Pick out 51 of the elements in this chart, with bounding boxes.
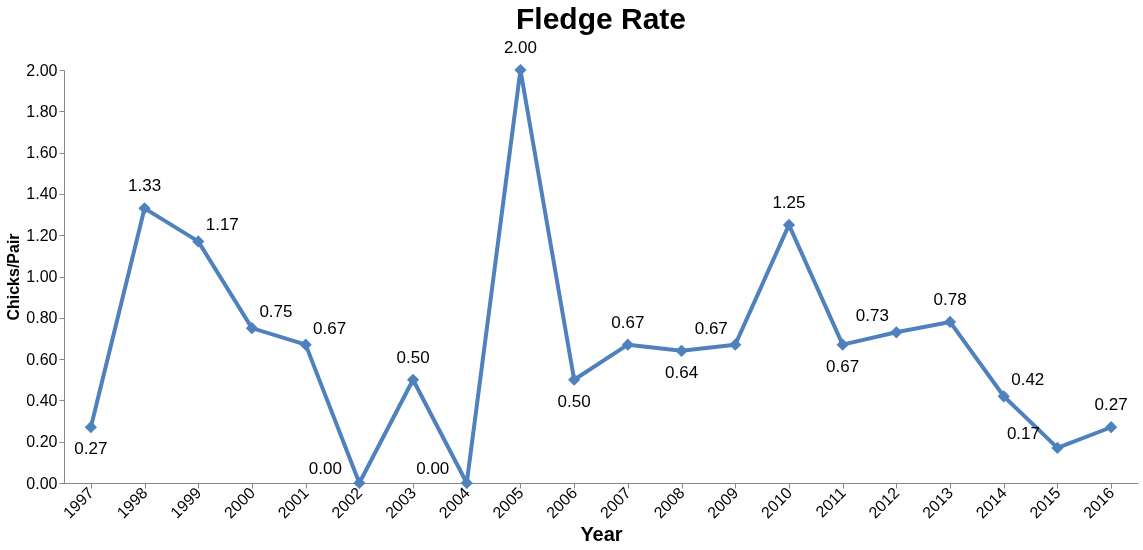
y-tick-label: 1.80 <box>26 102 58 120</box>
data-label: 0.78 <box>933 289 967 309</box>
point <box>675 344 688 357</box>
y-tick-label: 0.20 <box>26 433 58 451</box>
data-label: 0.67 <box>313 318 347 338</box>
data-label: 0.67 <box>826 356 860 376</box>
point <box>299 338 312 351</box>
data-label: 0.67 <box>694 318 728 338</box>
data-label: 1.17 <box>205 215 239 235</box>
data-label: 2.00 <box>503 38 537 57</box>
data-label: 0.27 <box>74 439 108 459</box>
data-label: 0.00 <box>308 459 342 478</box>
y-axis-title: Chicks/Pair <box>5 233 23 321</box>
y-tick-label: 2.00 <box>26 61 58 79</box>
point <box>1051 441 1064 455</box>
data-label: 0.42 <box>1011 370 1045 390</box>
y-tick-label: 0.40 <box>26 391 58 409</box>
point <box>1105 421 1118 434</box>
point <box>943 315 957 329</box>
data-label: 1.33 <box>128 176 162 196</box>
data-label: 0.75 <box>259 302 293 322</box>
data-label: 0.50 <box>396 347 430 367</box>
x-axis-title: Year <box>580 523 623 546</box>
data-label: 0.00 <box>416 459 450 478</box>
y-tick-label: 0.60 <box>26 350 58 368</box>
point <box>621 338 634 351</box>
point <box>568 373 581 386</box>
y-tick-label: 1.20 <box>26 226 58 244</box>
data-label: 0.64 <box>665 362 699 382</box>
point <box>138 202 151 215</box>
data-label: 0.17 <box>1006 423 1040 443</box>
point <box>245 322 259 335</box>
point <box>782 218 796 231</box>
point <box>836 338 849 351</box>
y-tick-label: 0.80 <box>26 309 58 327</box>
data-label: 1.25 <box>772 192 806 212</box>
data-label: 0.27 <box>1094 395 1128 415</box>
data-label: 0.73 <box>855 306 889 326</box>
y-tick-label: 1.40 <box>26 185 58 203</box>
point <box>729 338 742 351</box>
data-label: 0.50 <box>557 391 591 411</box>
y-tick-label: 1.60 <box>26 144 58 162</box>
point <box>997 390 1010 403</box>
y-tick-label: 1.00 <box>26 268 58 285</box>
point <box>84 421 97 434</box>
point <box>890 326 903 339</box>
point <box>406 373 420 386</box>
chart-title: Fledge Rate <box>515 2 687 35</box>
y-tick-label: 0.00 <box>26 474 58 492</box>
data-label: 0.67 <box>611 312 645 332</box>
point <box>192 235 205 248</box>
